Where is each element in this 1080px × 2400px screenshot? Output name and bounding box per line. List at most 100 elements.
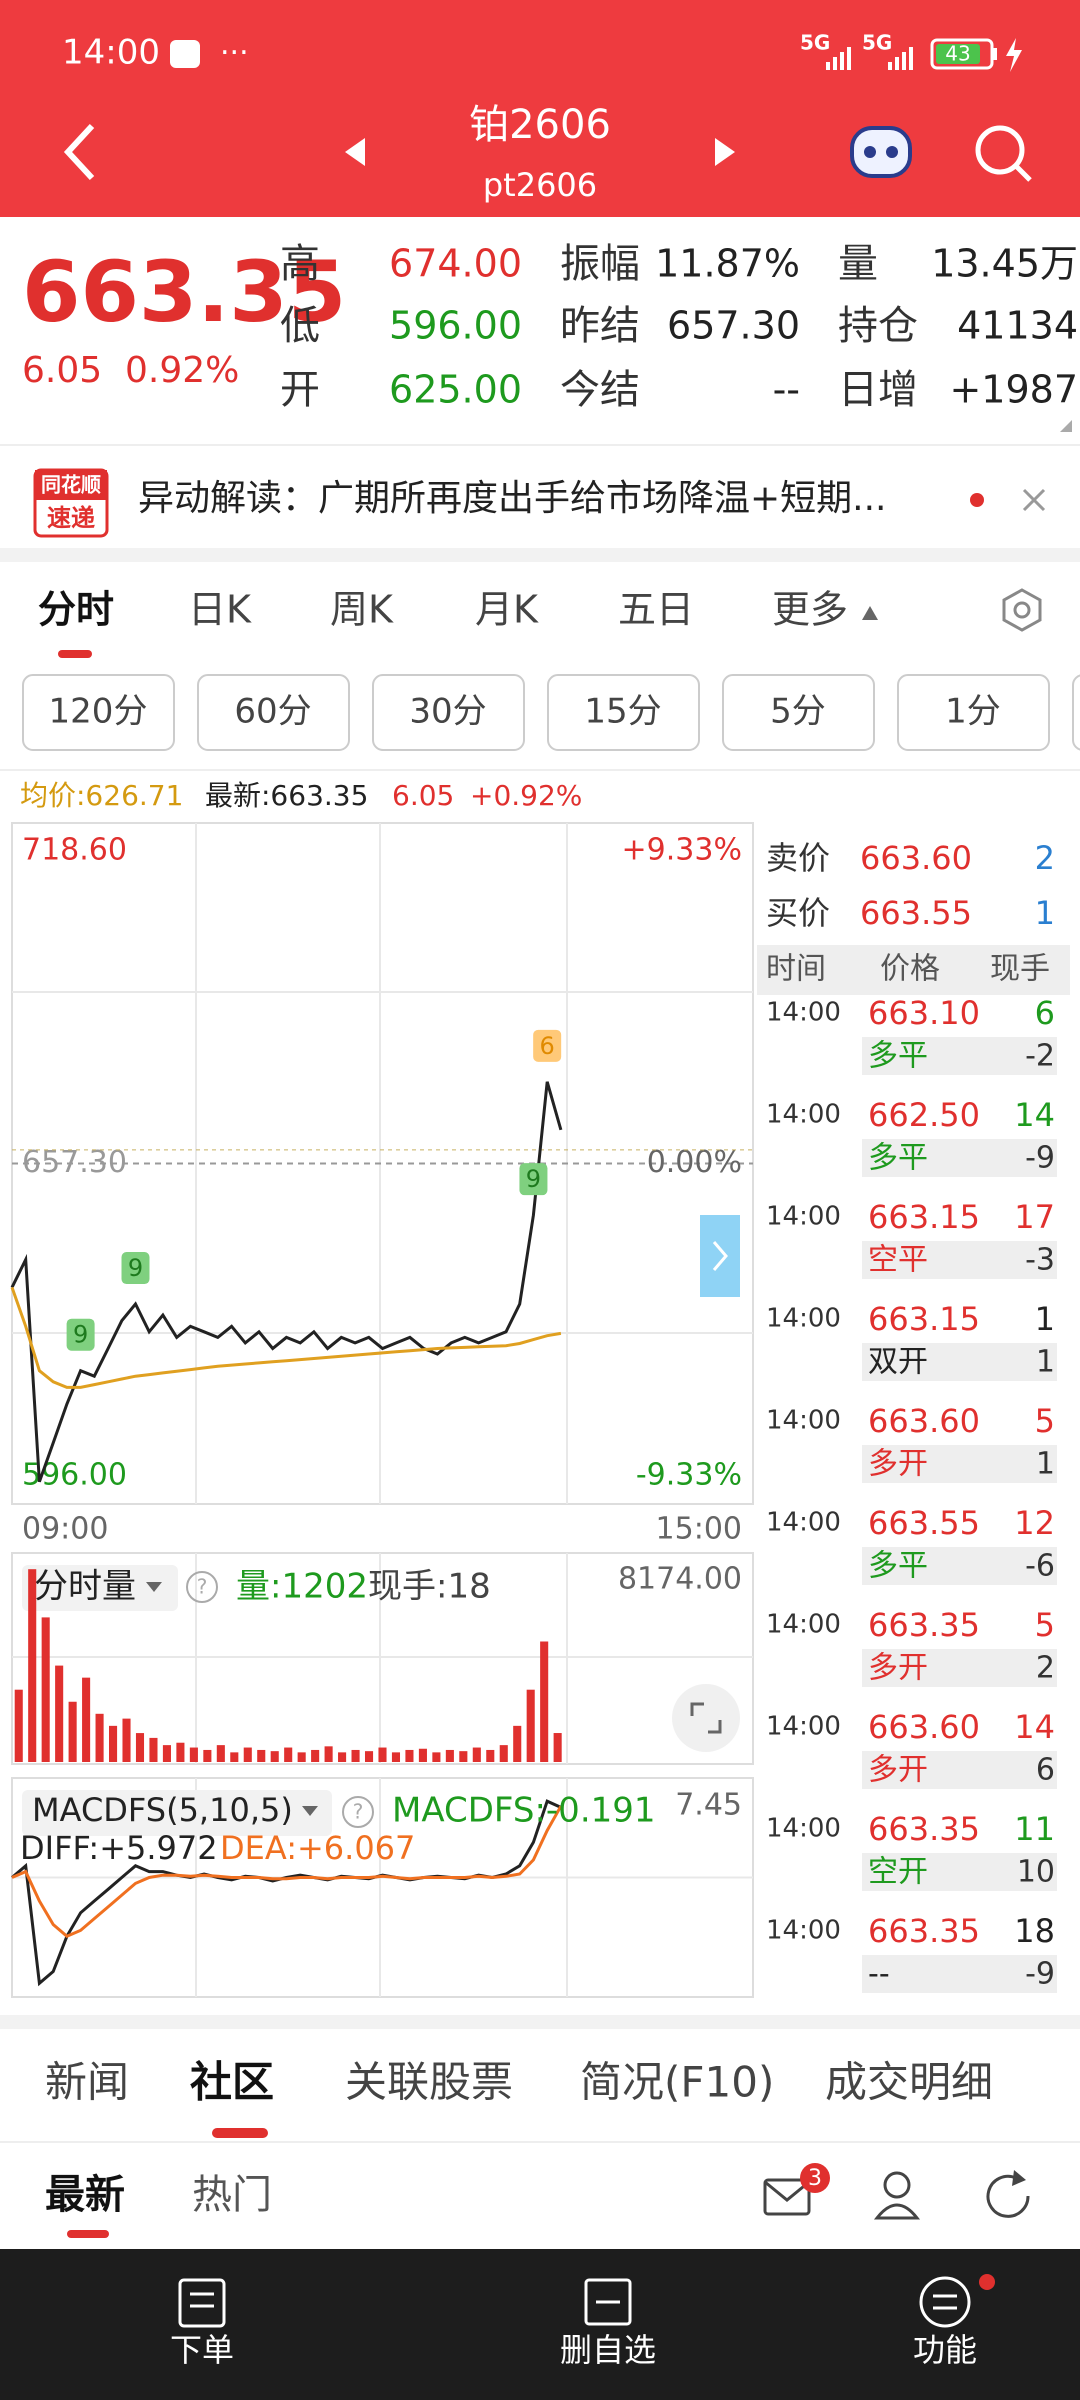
period-button[interactable] [372, 674, 525, 751]
refresh-icon[interactable] [986, 2170, 1030, 2218]
chart-tab[interactable]: 日K [188, 588, 252, 632]
y2-tick-label: +9.33% [622, 833, 742, 868]
quote-value: 657.30 [667, 304, 800, 348]
macd-title[interactable]: MACDFS(5,10,5) [32, 1791, 293, 1829]
prev-contract[interactable] [345, 138, 365, 166]
chart-tab[interactable]: 分时 [38, 588, 114, 632]
period-button[interactable] [197, 674, 350, 751]
quote-value: 11.87% [655, 242, 800, 286]
nav-item[interactable]: 下单 [170, 2331, 234, 2369]
sub-tab[interactable]: 最新 [45, 2172, 125, 2218]
next-contract[interactable] [715, 138, 735, 166]
volume-bar [486, 1749, 495, 1762]
tick-time: 14:00 [766, 1610, 841, 1640]
volume-bar [338, 1752, 347, 1762]
tick-kind-bg [862, 1955, 1057, 1993]
volume-bar [432, 1752, 441, 1762]
chart-tab[interactable]: 更多 [772, 588, 848, 632]
info-tab[interactable]: 简况(F10) [580, 2058, 774, 2107]
info-tab[interactable]: 新闻 [45, 2058, 129, 2107]
chart-tab[interactable]: 月K [475, 588, 539, 632]
chart-tab[interactable]: 周K [330, 588, 394, 632]
back-button[interactable] [63, 123, 95, 181]
tick-time: 14:00 [766, 1814, 841, 1844]
macd-value: MACDFS:-0.191 [392, 1791, 656, 1831]
expand-button[interactable] [672, 1684, 740, 1752]
tab-underline [212, 2128, 268, 2138]
tick-delta: 6 [1036, 1753, 1055, 1788]
signal-label: 9 [128, 1254, 143, 1282]
volume-bar [95, 1713, 104, 1762]
help-icon[interactable] [342, 1796, 374, 1828]
info-tab[interactable]: 关联股票 [345, 2058, 513, 2107]
volume-bar [216, 1745, 225, 1762]
tick-price: 663.10 [868, 994, 980, 1032]
book-label: 卖价 [766, 839, 830, 877]
legend-entry: DEA:+6.067 [220, 1829, 415, 1867]
price-change: 6.05 [22, 350, 102, 391]
mail-icon[interactable] [763, 2163, 830, 2216]
quote-label: 开 [280, 367, 320, 413]
volume-select[interactable] [22, 1565, 178, 1611]
period-button[interactable] [722, 674, 875, 751]
y-tick-label: 718.60 [22, 833, 127, 868]
macd-select[interactable] [22, 1790, 332, 1836]
info-tab[interactable]: 社区 [190, 2058, 274, 2107]
tick-price: 663.15 [868, 1198, 980, 1236]
volume-bar [472, 1747, 481, 1762]
y-tick-label: 8174.00 [618, 1562, 742, 1597]
signal-bar [902, 52, 906, 70]
chart-tab[interactable]: 五日 [618, 588, 694, 632]
tick-delta: -2 [1025, 1039, 1055, 1074]
signal-bar [847, 47, 851, 70]
volume-bar [364, 1751, 374, 1762]
quote-value: 596.00 [389, 304, 522, 348]
volume-bar [203, 1749, 212, 1762]
tick-kind-bg [862, 1751, 1057, 1789]
nav-item[interactable]: 功能 [913, 2331, 977, 2369]
settings-icon[interactable] [1002, 588, 1042, 632]
avg-price: 均价:626.71 [20, 779, 183, 812]
volume-bar [391, 1752, 401, 1762]
volume-bar [68, 1701, 77, 1762]
y2-tick-label: -9.33% [636, 1458, 742, 1493]
period-button[interactable] [547, 674, 700, 751]
volume-bar [149, 1737, 158, 1762]
hand-value: 现手:18 [368, 1567, 491, 1607]
tick-kind: 空开 [868, 1855, 928, 1890]
signal-label: 9 [526, 1165, 541, 1193]
news-logo-bottom: 速递 [47, 504, 95, 532]
book-label: 买价 [766, 894, 830, 932]
signal-bar [833, 57, 837, 70]
tick-delta: -3 [1025, 1243, 1055, 1278]
series-line [10, 1286, 562, 1389]
network-label: 5G [862, 31, 892, 55]
tick-kind-bg [862, 1445, 1057, 1483]
sub-tab[interactable]: 热门 [192, 2172, 272, 2218]
user-icon[interactable] [873, 2171, 921, 2220]
volume-title[interactable]: 分时量 [34, 1567, 136, 1607]
tick-delta: 10 [1017, 1855, 1055, 1890]
period-button[interactable] [897, 674, 1050, 751]
news-text[interactable]: 异动解读：广期所再度出手给市场降温+短期... [138, 478, 887, 519]
info-tab[interactable]: 成交明细 [825, 2058, 993, 2107]
robot-icon[interactable] [850, 126, 912, 178]
search-icon[interactable] [975, 125, 1032, 182]
select-arrow [146, 1582, 162, 1592]
news-logo-top: 同花顺 [41, 473, 101, 497]
collapse-book[interactable] [700, 1215, 740, 1297]
svg-text:···: ··· [220, 36, 249, 71]
volume-bar [553, 1733, 562, 1762]
nav-item[interactable]: 删自选 [560, 2331, 656, 2369]
help-icon[interactable] [186, 1571, 218, 1603]
close-button[interactable] [1022, 488, 1046, 512]
tick-kind-bg [862, 1649, 1057, 1687]
volume-bar [311, 1749, 320, 1762]
volume-bar [230, 1752, 239, 1762]
period-button[interactable] [22, 674, 175, 751]
volume-bar [28, 1569, 37, 1762]
volume-frame [11, 1552, 754, 1765]
unread-dot [970, 493, 984, 507]
series-line [10, 1081, 563, 1483]
